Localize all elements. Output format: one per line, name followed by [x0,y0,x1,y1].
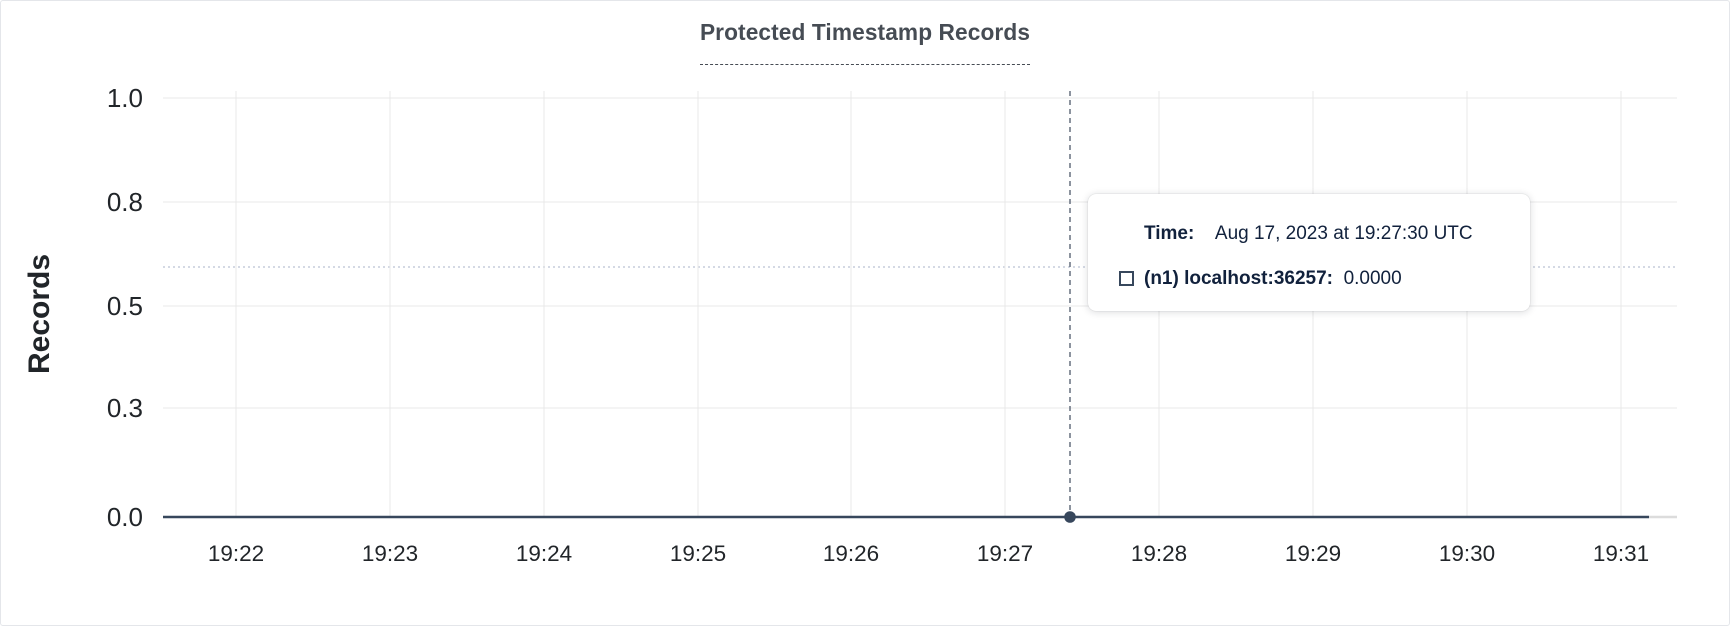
svg-text:0.5: 0.5 [107,291,143,321]
svg-text:19:27: 19:27 [977,541,1033,566]
svg-text:0.8: 0.8 [107,187,143,217]
svg-text:19:23: 19:23 [362,541,418,566]
svg-text:19:26: 19:26 [823,541,879,566]
svg-text:19:22: 19:22 [208,541,264,566]
svg-text:19:31: 19:31 [1593,541,1649,566]
svg-text:19:29: 19:29 [1285,541,1341,566]
svg-text:19:25: 19:25 [670,541,726,566]
svg-text:19:24: 19:24 [516,541,572,566]
svg-text:19:28: 19:28 [1131,541,1187,566]
svg-text:Records: Records [23,254,56,374]
svg-text:0.3: 0.3 [107,393,143,423]
svg-text:1.0: 1.0 [107,83,143,113]
svg-text:0.0: 0.0 [107,502,143,532]
svg-text:19:30: 19:30 [1439,541,1495,566]
